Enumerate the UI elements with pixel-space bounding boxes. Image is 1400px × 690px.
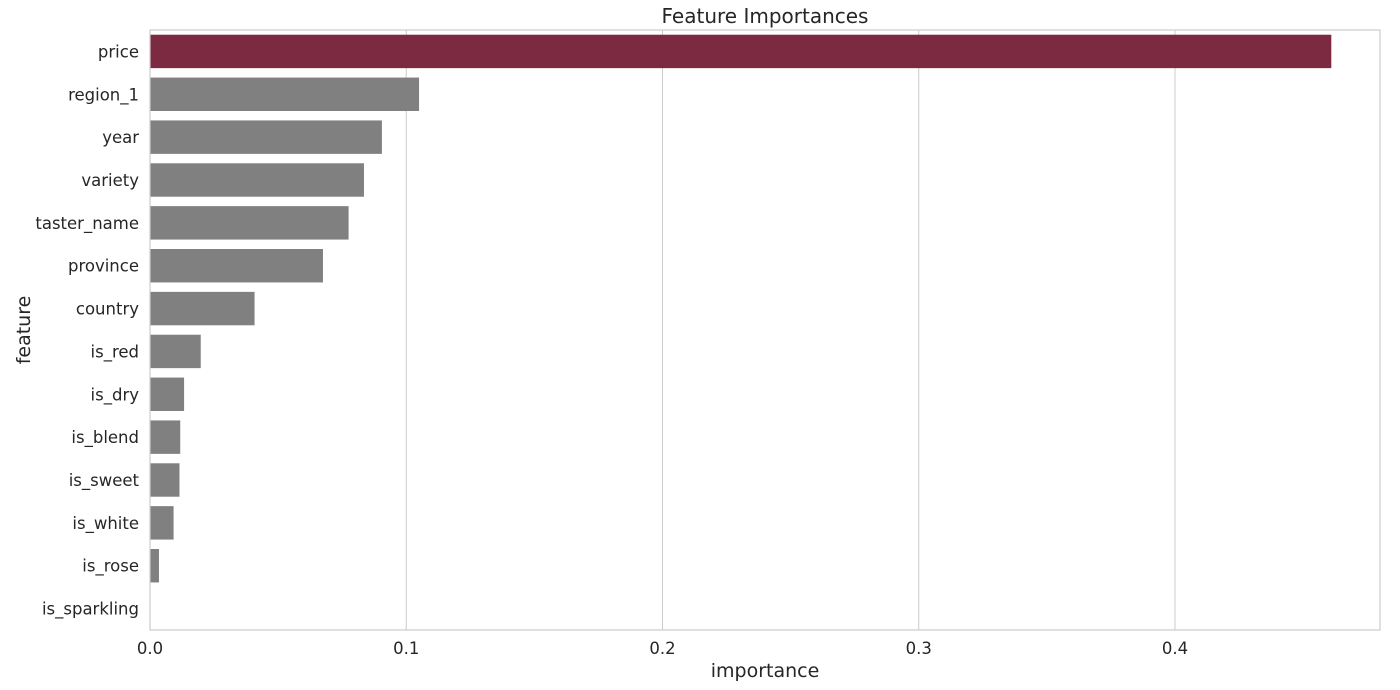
chart-title: Feature Importances xyxy=(662,4,869,28)
y-tick-label: is_sparkling xyxy=(42,600,139,620)
y-tick-label: is_rose xyxy=(82,557,139,577)
y-tick-label: is_blend xyxy=(71,428,139,448)
x-tick-label: 0.1 xyxy=(393,639,419,658)
y-tick-label: province xyxy=(68,257,139,276)
y-tick-label: price xyxy=(98,42,139,61)
y-tick-label: country xyxy=(76,300,139,319)
bar-country xyxy=(150,291,255,326)
x-axis-label: importance xyxy=(711,660,820,682)
bar-is_sweet xyxy=(150,463,180,497)
bar-is_rose xyxy=(150,549,159,583)
x-tick-label: 0.4 xyxy=(1162,639,1188,658)
x-tick-label: 0.0 xyxy=(137,639,163,658)
plot-frame xyxy=(149,29,1381,631)
x-tick-label: 0.3 xyxy=(906,639,932,658)
x-tick-labels: 0.0 0.1 0.2 0.3 0.4 xyxy=(137,639,1188,658)
bar-variety xyxy=(150,163,364,197)
y-tick-label: taster_name xyxy=(35,214,139,234)
y-tick-label: year xyxy=(102,128,139,147)
bar-is_white xyxy=(150,506,174,540)
bar-province xyxy=(150,249,323,283)
grid-lines xyxy=(405,30,1176,630)
bar-is_red xyxy=(150,334,201,369)
x-tick-label: 0.2 xyxy=(649,639,675,658)
y-tick-label: is_dry xyxy=(91,385,140,405)
y-tick-label: is_red xyxy=(91,342,139,362)
bars xyxy=(150,34,1332,626)
bar-year xyxy=(150,120,382,154)
bar-is_blend xyxy=(150,420,181,454)
y-tick-label: region_1 xyxy=(68,85,139,105)
bar-price xyxy=(150,34,1332,69)
y-tick-label: is_sweet xyxy=(69,471,140,491)
bar-is_dry xyxy=(150,377,185,411)
y-axis-label: feature xyxy=(13,296,35,365)
y-tick-label: variety xyxy=(81,171,139,190)
bar-taster_name xyxy=(150,206,349,240)
y-tick-label: is_white xyxy=(72,514,139,534)
bar-region_1 xyxy=(150,77,420,111)
